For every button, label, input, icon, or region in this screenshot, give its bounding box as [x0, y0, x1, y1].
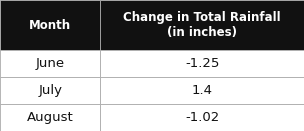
Text: Month: Month: [29, 19, 71, 32]
Text: -1.02: -1.02: [185, 111, 219, 124]
Text: July: July: [38, 84, 62, 97]
Bar: [0, 50, 100, 77]
Text: -1.25: -1.25: [185, 57, 219, 70]
Text: 1.4: 1.4: [192, 84, 213, 97]
Text: August: August: [27, 111, 74, 124]
Text: Change in Total Rainfall
(in inches): Change in Total Rainfall (in inches): [123, 11, 281, 39]
Bar: [0, 77, 100, 104]
Bar: [100, 50, 304, 77]
Bar: [0, 0, 100, 50]
Bar: [0, 104, 100, 131]
Bar: [100, 77, 304, 104]
Bar: [100, 104, 304, 131]
Text: June: June: [36, 57, 65, 70]
Bar: [100, 0, 304, 50]
